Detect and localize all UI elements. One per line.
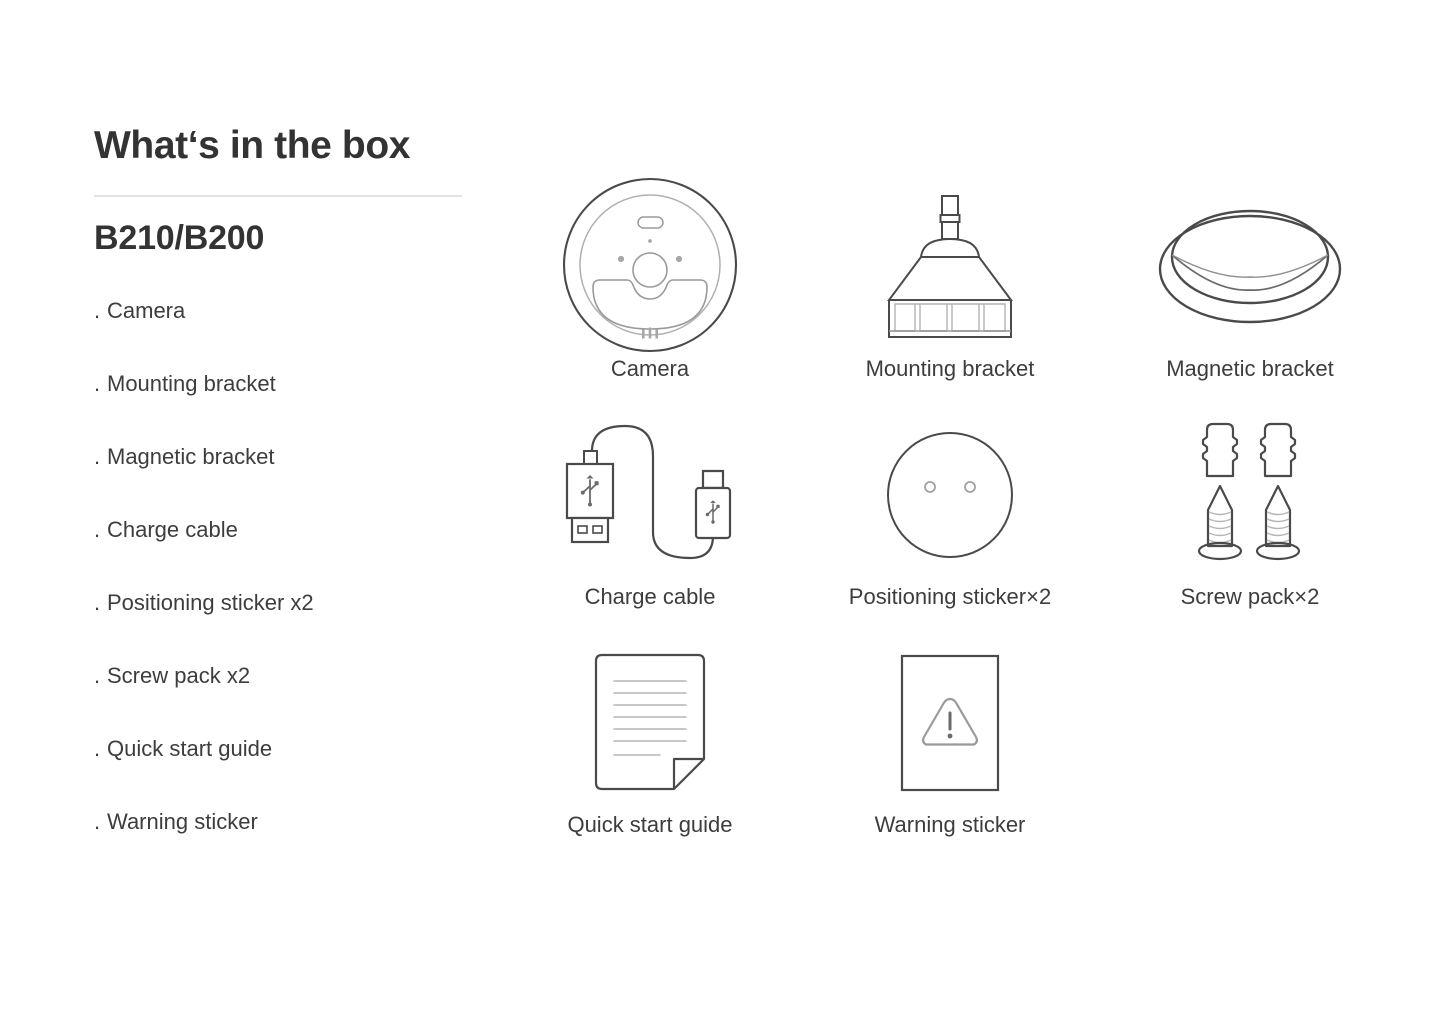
- bullet-icon: .: [94, 297, 101, 323]
- bullet-icon: .: [94, 589, 101, 615]
- camera-art: [555, 177, 745, 356]
- gallery-item-warning-sticker: Warning sticker: [800, 634, 1100, 862]
- list-item: . Charge cable: [94, 516, 494, 542]
- list-item: . Magnetic bracket: [94, 443, 494, 469]
- gallery-item-caption: Positioning sticker×2: [848, 584, 1052, 609]
- list-item-label: Quick start guide: [107, 735, 273, 761]
- gallery-item-caption: Warning sticker: [874, 812, 1026, 837]
- list-item-label: Screw pack x2: [107, 662, 251, 688]
- warning-sticker-art: [898, 634, 1002, 812]
- magnetic-bracket-art: [1155, 178, 1345, 356]
- list-item: . Screw pack x2: [94, 662, 494, 688]
- gallery-item-positioning-sticker: Positioning sticker×2: [800, 406, 1100, 634]
- contents-panel: What‘s in the box B210/B200 . Camera . Mou…: [94, 124, 494, 884]
- gallery-item-camera: Camera: [500, 177, 800, 406]
- list-item-label: Warning sticker: [107, 808, 258, 834]
- bullet-icon: .: [94, 808, 101, 834]
- charge-cable-art: [550, 406, 750, 584]
- charge-cable-icon: [565, 424, 732, 560]
- warning-sticker-icon: [900, 654, 1000, 792]
- list-item: . Positioning sticker x2: [94, 589, 494, 615]
- screw-pack-icon: [1197, 422, 1301, 561]
- gallery-item-caption: Mounting bracket: [865, 356, 1035, 381]
- quick-start-guide-art: [590, 634, 710, 812]
- bullet-icon: .: [94, 662, 101, 688]
- mounting-bracket-art: [865, 178, 1035, 356]
- gallery-item-screw-pack: Screw pack×2: [1100, 406, 1400, 634]
- gallery-item-caption: Camera: [610, 356, 690, 381]
- quick-start-guide-icon: [594, 653, 706, 791]
- title-divider: [94, 194, 462, 197]
- positioning-sticker-icon: [887, 432, 1013, 558]
- contents-list: . Camera . Mounting bracket . Magnetic brac…: [94, 297, 494, 834]
- bullet-icon: .: [94, 516, 101, 542]
- bullet-icon: .: [94, 370, 101, 396]
- positioning-sticker-art: [880, 406, 1020, 584]
- list-item: . Mounting bracket: [94, 370, 494, 396]
- model-subtitle: B210/B200: [94, 218, 265, 257]
- list-item-label: Magnetic bracket: [107, 443, 275, 469]
- magnetic-bracket-icon: [1158, 209, 1342, 324]
- gallery-item-caption: Magnetic bracket: [1166, 356, 1334, 381]
- product-gallery: Camera: [500, 177, 1400, 862]
- mounting-bracket-icon: [887, 195, 1013, 338]
- list-item-label: Mounting bracket: [107, 370, 276, 396]
- gallery-item-quick-start-guide: Quick start guide: [500, 634, 800, 862]
- list-item: . Warning sticker: [94, 808, 494, 834]
- bullet-icon: .: [94, 735, 101, 761]
- gallery-item-mounting-bracket: Mounting bracket: [800, 178, 1100, 406]
- gallery-item-charge-cable: Charge cable: [500, 406, 800, 634]
- list-item-label: Camera: [107, 297, 186, 323]
- bullet-icon: .: [94, 443, 101, 469]
- list-item: . Camera: [94, 297, 494, 323]
- gallery-item-caption: Charge cable: [584, 584, 716, 609]
- screw-pack-art: [1175, 406, 1325, 584]
- gallery-item-caption: Quick start guide: [567, 812, 733, 837]
- list-item: . Quick start guide: [94, 735, 494, 761]
- list-item-label: Positioning sticker x2: [107, 589, 314, 615]
- gallery-item-caption: Screw pack×2: [1180, 584, 1320, 609]
- camera-icon: [562, 177, 738, 353]
- gallery-item-magnetic-bracket: Magnetic bracket: [1100, 178, 1400, 406]
- list-item-label: Charge cable: [107, 516, 238, 542]
- page-title: What‘s in the box: [94, 124, 411, 167]
